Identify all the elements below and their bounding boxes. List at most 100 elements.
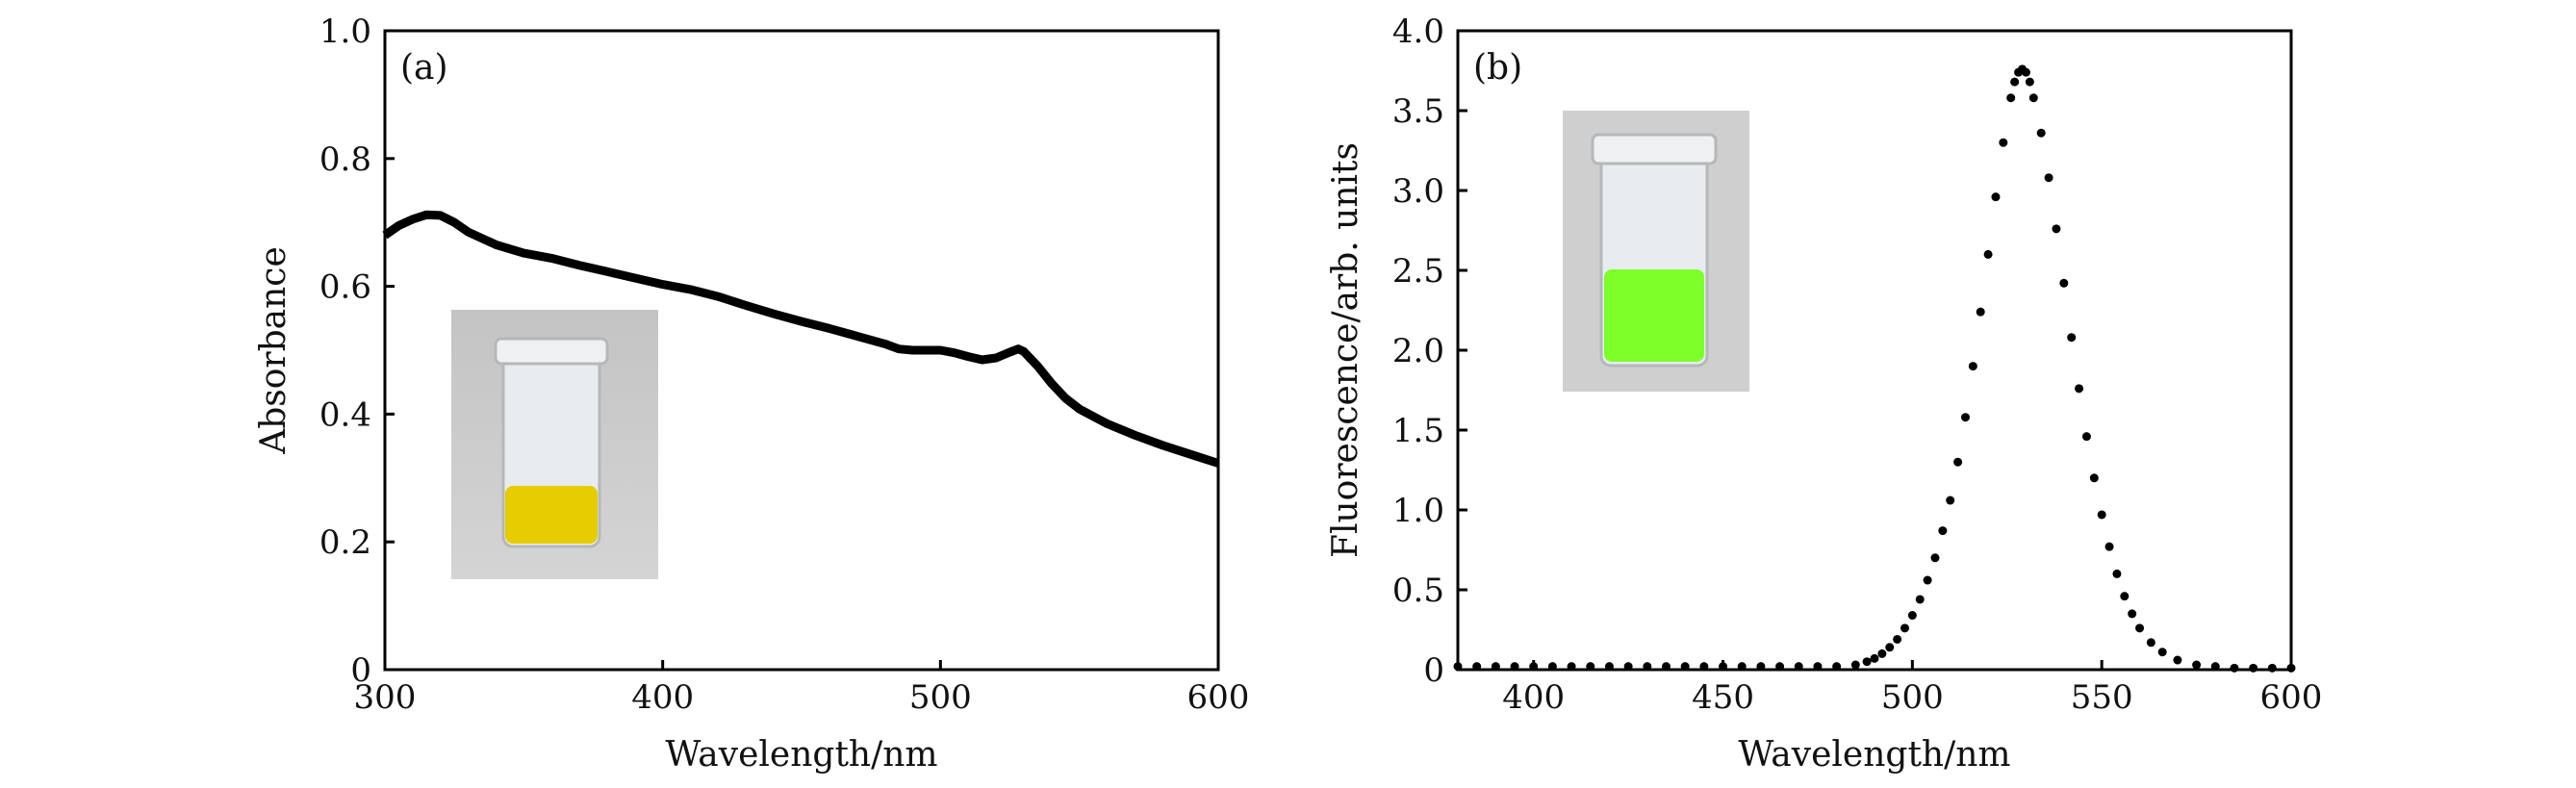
panel-b-data-point [1991,192,2001,202]
panel-b-data-point [1946,496,1955,505]
yellow-liquid [505,486,598,544]
panel-b-data-point [1938,526,1948,536]
panel-b-data-point [2059,278,2069,288]
panel-b-data-point [2104,542,2114,551]
panel-b-data-point [1547,662,1557,672]
panel-b-data-point [1623,662,1633,672]
panel-b-data-point [1567,662,1576,672]
panel-b-y-axis-label: Fluorescence/arb. units [1326,142,1365,558]
panel-b-x-tick-label: 500 [1881,678,1944,717]
green-liquid [1604,269,1704,362]
panel-a-x-axis-label: Wavelength/nm [665,735,937,775]
panel-b-data-point [2128,609,2137,619]
panel-b-data-point [2267,663,2277,673]
panel-b-x-tick-label: 550 [2071,678,2133,717]
panel-a-y-tick-label: 0.6 [319,268,371,307]
panel-b-data-point [1862,657,1872,667]
panel-b-data-point [1923,575,1932,585]
panel-b-data-point [2036,128,2046,138]
panel-b-data-point [2025,77,2034,87]
panel-b-data-point [1850,660,1860,670]
panel-b-x-tick-label: 600 [2260,678,2323,717]
panel-b-data-point [1915,595,1925,604]
panel-b-data-point [2052,224,2061,234]
panel-b-data-point [1756,662,1766,672]
panel-b-data-point [1643,662,1652,672]
panel-b-data-point [2230,663,2239,673]
panel-b-data-point [1870,653,1879,663]
panel-b-data-point [2044,173,2053,183]
panel-b-data-point [1472,662,1482,672]
panel-a-y-tick-label: 0 [350,651,371,690]
panel-b-data-point [1737,662,1747,672]
panel-b-data-point [1491,662,1500,672]
panel-b-data-point [1832,662,1842,672]
panel-b-data-point [2112,569,2122,578]
panel-b-data-point [1999,138,2008,147]
panel-b-y-tick-label: 3.5 [1392,92,1444,131]
panel-b-y-tick-label: 1.5 [1392,412,1444,450]
panel-a-x-tick-label: 400 [631,678,694,717]
panel-b-data-point [1794,662,1803,672]
panel-b-data-point [1813,662,1823,672]
panel-b-data-point [1586,662,1595,672]
panel-b-data-point [2157,648,2167,657]
panel-a-y-tick-label: 0.8 [319,140,371,179]
panel-b-data-point [2135,623,2145,633]
panel-b-data-point [1719,662,1728,672]
panel-a-label: (a) [400,48,448,88]
panel-b-data-point [1662,662,1671,672]
panel-b-data-point [2249,663,2258,673]
panel-b-x-tick-label: 450 [1692,678,1754,717]
panel-b-data-point [1885,643,1895,652]
yellow-vial-photo [451,310,658,579]
panel-b-data-point [2021,67,2030,77]
panel-b-label: (b) [1473,48,1522,88]
panel-b-data-point [1680,662,1690,672]
green-vial-photo [1563,111,1749,392]
panel-b-data-point [1976,307,1985,317]
panel-a-absorbance-chart: 300 400 500 600 0 0.2 0.4 0.6 0.8 1.0 (a) Wavelen… [254,13,1249,775]
panel-b-data-point [2120,592,2130,601]
panel-b-y-tick-label: 1.0 [1392,492,1444,530]
panel-b-data-point [2075,384,2084,394]
panel-b-data-point [1960,413,1970,422]
panel-b-data-point [1529,662,1539,672]
panel-b-data-point [2028,93,2038,103]
panel-b-data-point [1775,662,1785,672]
panel-b-x-axis-label: Wavelength/nm [1738,735,2010,775]
panel-b-data-point [1968,362,1977,371]
panel-b-data-point [2173,655,2182,665]
panel-b-y-tick-label: 4.0 [1392,13,1444,51]
panel-b-data-point [1930,553,1940,563]
panel-a-x-tick-label: 500 [909,678,972,717]
panel-b-data-point [2097,510,2106,520]
panel-b-data-point [1604,662,1614,672]
panel-b-y-tick-label: 2.5 [1392,252,1444,291]
panel-b-data-point [1893,634,1902,644]
panel-b-data-point [1900,623,1909,633]
panel-b-x-tick-label: 400 [1502,678,1565,717]
panel-b-data-point [1453,662,1463,672]
panel-b-data-point [1907,611,1917,621]
panel-b-data-point [2067,333,2077,343]
panel-b-data-point [2010,77,2020,87]
panel-a-x-tick-label: 600 [1187,678,1250,717]
panel-b-data-point [1953,457,1963,467]
panel-b-data-point [1510,662,1519,672]
panel-b-data-point [2146,638,2155,648]
panel-b-data-point [1877,648,1887,658]
panel-a-y-tick-label: 1.0 [319,13,371,51]
panel-a-y-tick-label: 0.2 [319,523,371,562]
panel-a-y-axis-label: Absorbance [254,246,293,455]
panel-b-y-tick-label: 2.0 [1392,332,1444,370]
panel-b-data-point [1983,249,1993,259]
panel-b-data-point [2286,663,2296,673]
panel-b-fluorescence-chart: 400 450 500 550 600 0 0.5 1.0 1.5 2.0 2.5 3.0 3.5 4.0… [1326,13,2322,775]
panel-b-y-tick-label: 0.5 [1392,572,1444,610]
panel-b-data-point [2210,662,2220,672]
absorbance-curve [382,210,1220,468]
panel-b-data-point [2081,432,2091,442]
panel-a-x-tick-label: 300 [354,678,417,717]
